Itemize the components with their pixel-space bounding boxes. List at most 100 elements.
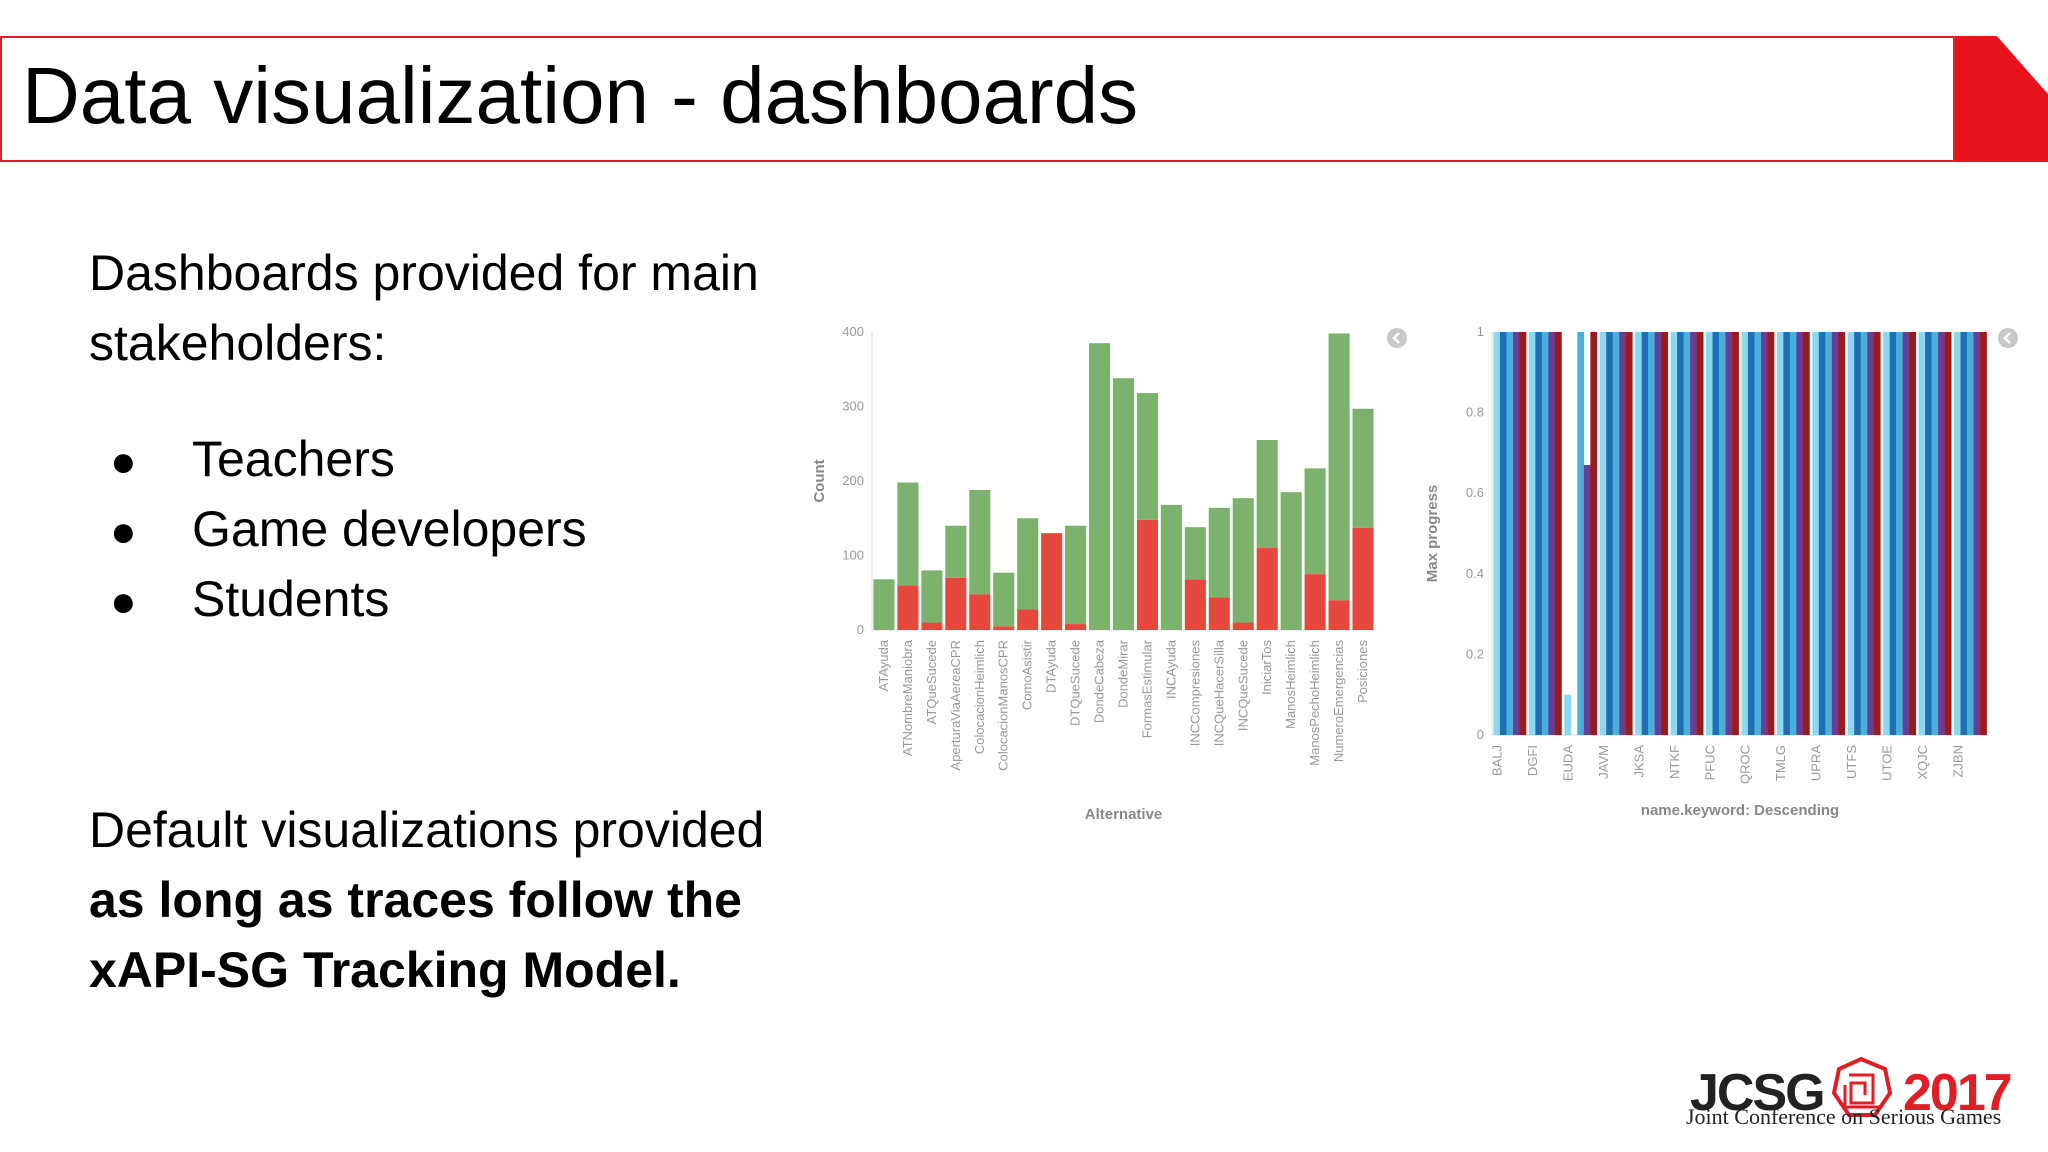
bar bbox=[1719, 332, 1726, 735]
bar-segment bbox=[873, 579, 895, 630]
bar bbox=[1944, 332, 1952, 735]
x-tick-label: QROC bbox=[1738, 745, 1753, 784]
grouped-bar-chart: 0 0.2 0.4 0.6 0.8 1 BALJ DGFI EUDA JAVM JKSA NTKF PF… bbox=[1424, 324, 2018, 819]
y-tick-label: 200 bbox=[842, 473, 864, 488]
bar-segment bbox=[1160, 504, 1182, 630]
bar bbox=[1590, 332, 1598, 735]
list-item-label: Students bbox=[192, 571, 390, 627]
bar bbox=[1541, 332, 1549, 735]
stacked-bar-chart: 0 100 200 300 400 ATAyuda ATNombreManiobra ATQu… bbox=[811, 324, 1407, 823]
bar bbox=[1802, 332, 1810, 735]
bar bbox=[1535, 332, 1543, 735]
bar bbox=[1648, 332, 1655, 735]
bar bbox=[1838, 332, 1846, 735]
bar-segment bbox=[969, 594, 991, 630]
bar-segment bbox=[1041, 533, 1063, 630]
x-tick-label: IniciarTos bbox=[1259, 640, 1274, 695]
info-circle-icon bbox=[1387, 328, 1407, 348]
y-tick-label: 100 bbox=[842, 548, 864, 563]
bar bbox=[1683, 332, 1691, 735]
bar bbox=[1625, 332, 1633, 735]
bar bbox=[1980, 332, 1987, 735]
bar-segment bbox=[1280, 492, 1302, 630]
x-tick-label: ZJBN bbox=[1950, 745, 1965, 778]
bar bbox=[1712, 332, 1720, 735]
x-tick-label: ATQueSucede bbox=[924, 640, 939, 724]
bar bbox=[1967, 332, 1974, 735]
bar bbox=[1938, 332, 1945, 735]
bar bbox=[1612, 332, 1620, 735]
bar bbox=[1506, 332, 1514, 735]
bar-segment bbox=[897, 482, 919, 586]
x-tick-label: INCQueSucede bbox=[1235, 640, 1250, 731]
bar-segment bbox=[1184, 579, 1206, 630]
bar bbox=[1635, 332, 1642, 735]
bar-segment bbox=[1136, 519, 1158, 630]
y-tick-label: 300 bbox=[842, 399, 864, 414]
bar-segment bbox=[1256, 548, 1278, 630]
bar bbox=[1847, 332, 1855, 735]
bar bbox=[1854, 332, 1862, 735]
bar-segment bbox=[945, 577, 967, 630]
bar-segment bbox=[1184, 527, 1206, 580]
bar bbox=[1690, 332, 1697, 735]
default-text-plain: Default visualizations provided bbox=[89, 802, 765, 858]
bar-segment bbox=[1232, 622, 1254, 630]
bar-segment bbox=[1065, 624, 1087, 630]
x-tick-label: EUDA bbox=[1561, 745, 1576, 781]
bar bbox=[1493, 332, 1501, 735]
x-tick-label: UTOE bbox=[1879, 745, 1894, 781]
x-tick-label: PFUC bbox=[1702, 745, 1717, 780]
bar bbox=[1696, 332, 1704, 735]
bar-segment bbox=[1256, 440, 1278, 549]
bar bbox=[1583, 464, 1591, 735]
default-visualizations-text: Default visualizations provided as long … bbox=[89, 795, 849, 1005]
bar-segment bbox=[945, 525, 967, 578]
x-tick-label: ATAyuda bbox=[876, 639, 891, 691]
title-accent-shape bbox=[1955, 36, 2048, 162]
bar bbox=[1732, 332, 1739, 735]
list-item: ● Game developers bbox=[110, 494, 587, 564]
bar bbox=[1754, 332, 1762, 735]
bar bbox=[1499, 332, 1507, 735]
bar bbox=[1818, 332, 1826, 735]
bar bbox=[1825, 332, 1833, 735]
bar bbox=[1918, 332, 1926, 735]
y-tick-label: 0 bbox=[1477, 727, 1484, 742]
bar bbox=[1619, 332, 1627, 735]
bar-segment bbox=[1112, 378, 1135, 630]
bar-segment bbox=[969, 489, 991, 595]
bar bbox=[1528, 332, 1536, 735]
intro-text: Dashboards provided for main stakeholder… bbox=[89, 245, 759, 371]
x-tick-label: ColocacionHeimlich bbox=[972, 640, 987, 754]
list-item: ● Teachers bbox=[110, 424, 587, 494]
y-tick-label: 0.4 bbox=[1466, 566, 1484, 581]
maze-icon bbox=[1831, 1056, 1893, 1117]
logo-text-jcsg: JCSG bbox=[1690, 1064, 1824, 1122]
logo-text-year: 2017 bbox=[1903, 1064, 2011, 1122]
default-text-bold: as long as traces follow the xAPI-SG Tra… bbox=[89, 872, 742, 998]
bar bbox=[1577, 332, 1585, 735]
bullet-icon: ● bbox=[110, 577, 137, 626]
bar-segment bbox=[1208, 597, 1230, 630]
bar bbox=[1909, 332, 1917, 735]
bar bbox=[1783, 332, 1791, 735]
bar bbox=[1953, 332, 1961, 735]
x-tick-label: ComoAsistir bbox=[1020, 639, 1035, 710]
slide-title: Data visualization - dashboards bbox=[22, 51, 1139, 140]
bar-segment bbox=[1352, 408, 1374, 528]
bar bbox=[1789, 332, 1797, 735]
bar bbox=[1554, 332, 1562, 735]
bar-segment bbox=[1017, 609, 1039, 630]
x-tick-label: JKSA bbox=[1631, 745, 1646, 778]
x-tick-label: ManosHeimlich bbox=[1283, 640, 1298, 729]
logo-caption: Joint Conference on Serious Games bbox=[1686, 1104, 2002, 1129]
bar-segment bbox=[1352, 527, 1374, 630]
bar bbox=[1512, 332, 1520, 735]
x-tick-label: XQJC bbox=[1915, 745, 1930, 780]
list-item: ● Students bbox=[110, 564, 587, 634]
bar bbox=[1973, 332, 1981, 735]
bar bbox=[1564, 694, 1572, 735]
bar-segment bbox=[1304, 468, 1326, 575]
x-tick-label: DTQueSucede bbox=[1068, 640, 1083, 726]
